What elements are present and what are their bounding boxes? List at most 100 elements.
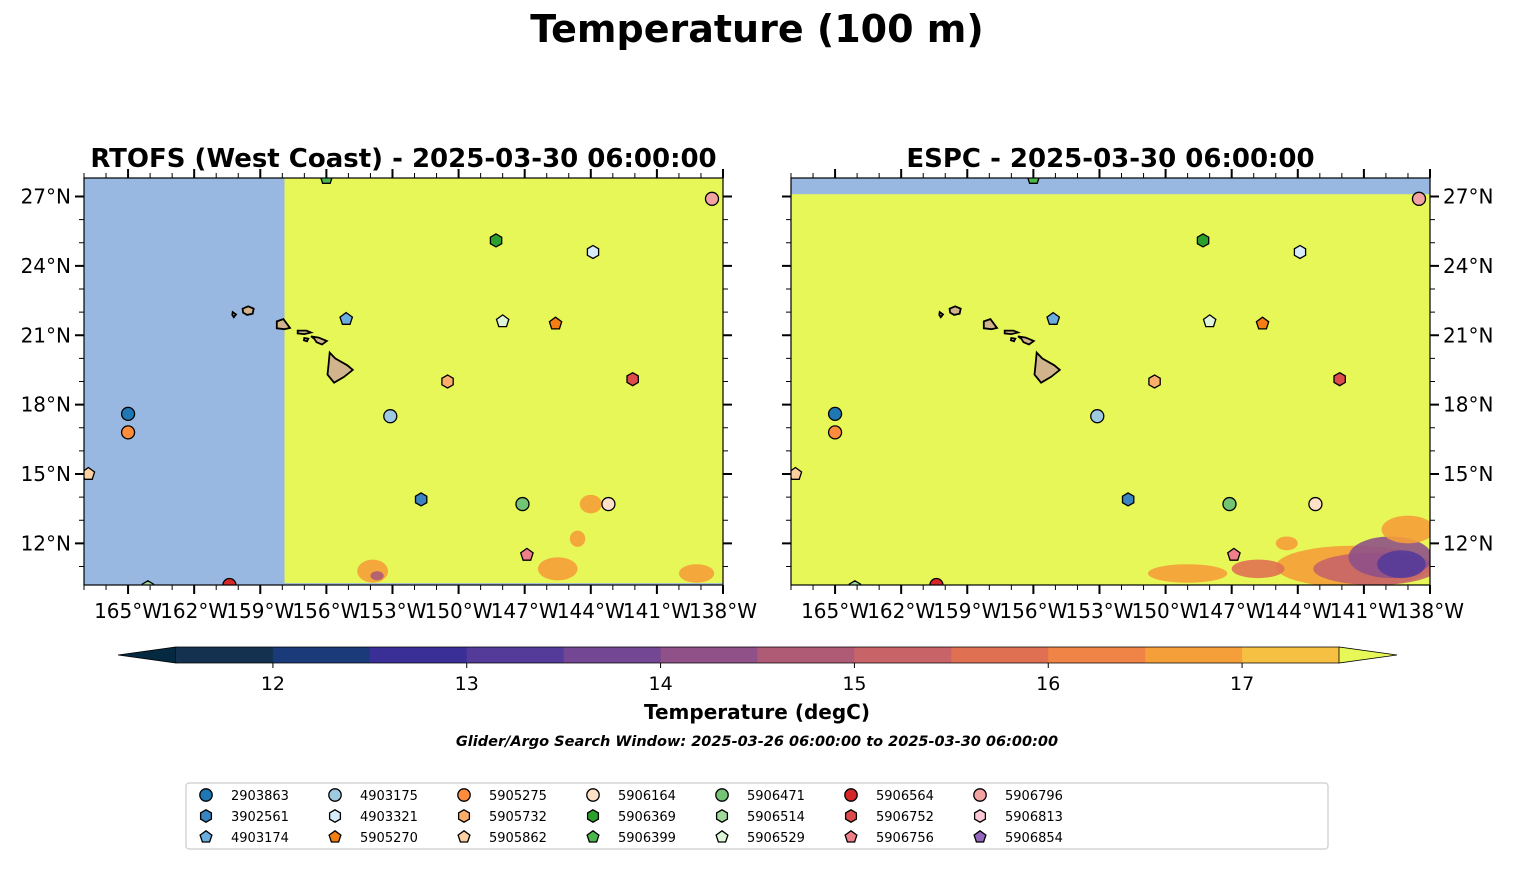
platform-5906399-marker [320, 178, 333, 184]
platform-4903321-marker [1293, 244, 1307, 260]
legend-item: 5905270 [328, 829, 418, 846]
legend-label: 5906564 [876, 789, 934, 804]
x-tick-label: 138°W [1396, 599, 1464, 623]
island-oahu [982, 318, 999, 331]
legend-label: 5906752 [876, 810, 934, 825]
legend-label: 5906514 [747, 810, 805, 825]
no-data-region [84, 178, 285, 585]
platform-5905275-marker [827, 425, 843, 440]
platform-4903174-marker [339, 311, 354, 325]
colorbar-tick-label: 17 [1230, 673, 1254, 695]
x-tick-label: 147°W [1198, 599, 1266, 623]
x-tick-label: 141°W [1330, 599, 1398, 623]
x-tick-label: 162°W [160, 599, 228, 623]
temperature-patch [1377, 550, 1426, 579]
island-oahu [275, 318, 292, 331]
colorbar-bin [1145, 647, 1243, 663]
figure-suptitle: Temperature (100 m) [530, 7, 983, 51]
island-niihau [231, 310, 238, 319]
x-tick-label: 159°W [933, 599, 1001, 623]
x-tick-label: 150°W [425, 599, 493, 623]
temperature-patch [678, 564, 715, 583]
y-tick-label: 24°N [21, 254, 71, 278]
colorbar: 12 13 14 15 16 17 [117, 646, 1398, 695]
x-tick-label: 153°W [359, 599, 427, 623]
platform-5906164-marker [601, 496, 616, 512]
y-tick-label: 18°N [21, 393, 71, 417]
colorbar-tick-label: 14 [648, 673, 672, 695]
platform-5906399-marker [1027, 178, 1040, 184]
x-tick-label: 141°W [623, 599, 691, 623]
island-niihau [938, 310, 945, 319]
legend-label: 4903174 [231, 831, 289, 846]
platform-5906752-marker [1333, 371, 1346, 387]
colorbar-bin [660, 647, 758, 663]
legend-item: 4903175 [328, 788, 418, 804]
legend-label: 5906369 [618, 810, 676, 825]
colorbar-bin [1242, 647, 1340, 663]
platform-5906514-marker [848, 580, 862, 585]
platform-5905862-marker [791, 466, 803, 480]
legend-item: 4903174 [199, 829, 289, 846]
y-tick-label: 15°N [1443, 462, 1493, 486]
temperature-patch [1231, 559, 1285, 579]
legend-label: 5906854 [1005, 831, 1063, 846]
colorbar-bin [951, 647, 1049, 663]
legend-marker [199, 829, 213, 843]
colorbar-bin [369, 647, 468, 663]
platform-5906756-marker [1226, 547, 1241, 561]
platform-5905862-marker [84, 466, 96, 480]
legend-item: 5906529 [715, 829, 805, 846]
colorbar-tick-label: 15 [842, 673, 866, 695]
x-tick-label: 156°W [292, 599, 360, 623]
legend-label: 4903321 [360, 810, 418, 825]
platform-5906471-marker [1222, 496, 1237, 512]
legend-item: 3902561 [199, 809, 289, 825]
y-tick-label: 12°N [1443, 531, 1493, 555]
island-maui [310, 335, 329, 346]
temperature-patch [1381, 515, 1430, 544]
platform-5906564-marker [929, 577, 944, 585]
legend-item: 5906369 [586, 809, 676, 825]
legend-marker [715, 829, 729, 843]
platform-4903321-marker [586, 244, 600, 260]
colorbar-label: Temperature (degC) [644, 700, 870, 724]
legend-label: 4903175 [360, 789, 418, 804]
island-kauai [948, 305, 962, 316]
legend-marker [844, 829, 858, 843]
legend-item: 5905862 [457, 829, 547, 846]
platform-5906796-marker [1411, 191, 1427, 206]
temperature-patch [1147, 564, 1228, 583]
legend-item: 5906854 [973, 829, 1063, 846]
legend-label: 5906399 [618, 831, 676, 846]
colorbar-bin [563, 647, 662, 663]
platform-5905732-marker [1148, 374, 1161, 389]
platform-5906471-marker [515, 496, 530, 512]
legend-label: 5906471 [747, 789, 805, 804]
legend-marker [328, 829, 342, 843]
legend-label: 5905862 [489, 831, 547, 846]
legend-item: 5906514 [715, 809, 805, 825]
legend-marker [973, 788, 987, 802]
colorbar-bin [466, 647, 565, 663]
legend-item: 5906164 [586, 788, 676, 804]
platform-5906529-marker [1202, 314, 1217, 328]
legend-label: 5905270 [360, 831, 418, 846]
platform-5905270-marker [1255, 316, 1270, 330]
map-panel-2: 165°W162°W159°W156°W153°W150°W147°W144°W… [782, 144, 1493, 623]
y-tick-label: 12°N [21, 531, 71, 555]
island-lanai [1009, 336, 1017, 343]
legend-item: 5906752 [844, 809, 934, 825]
colorbar-tick-label: 13 [455, 673, 479, 695]
colorbar-bin [1048, 647, 1146, 663]
x-tick-label: 165°W [94, 599, 162, 623]
colorbar-bin [176, 647, 274, 663]
legend-label: 5905275 [489, 789, 547, 804]
platform-5906514-marker [141, 580, 155, 585]
x-tick-label: 144°W [1264, 599, 1332, 623]
search-window-subtitle: Glider/Argo Search Window: 2025-03-26 06… [456, 734, 1058, 750]
legend-marker [586, 809, 600, 823]
temperature-patch [370, 571, 384, 581]
x-tick-label: 147°W [491, 599, 559, 623]
